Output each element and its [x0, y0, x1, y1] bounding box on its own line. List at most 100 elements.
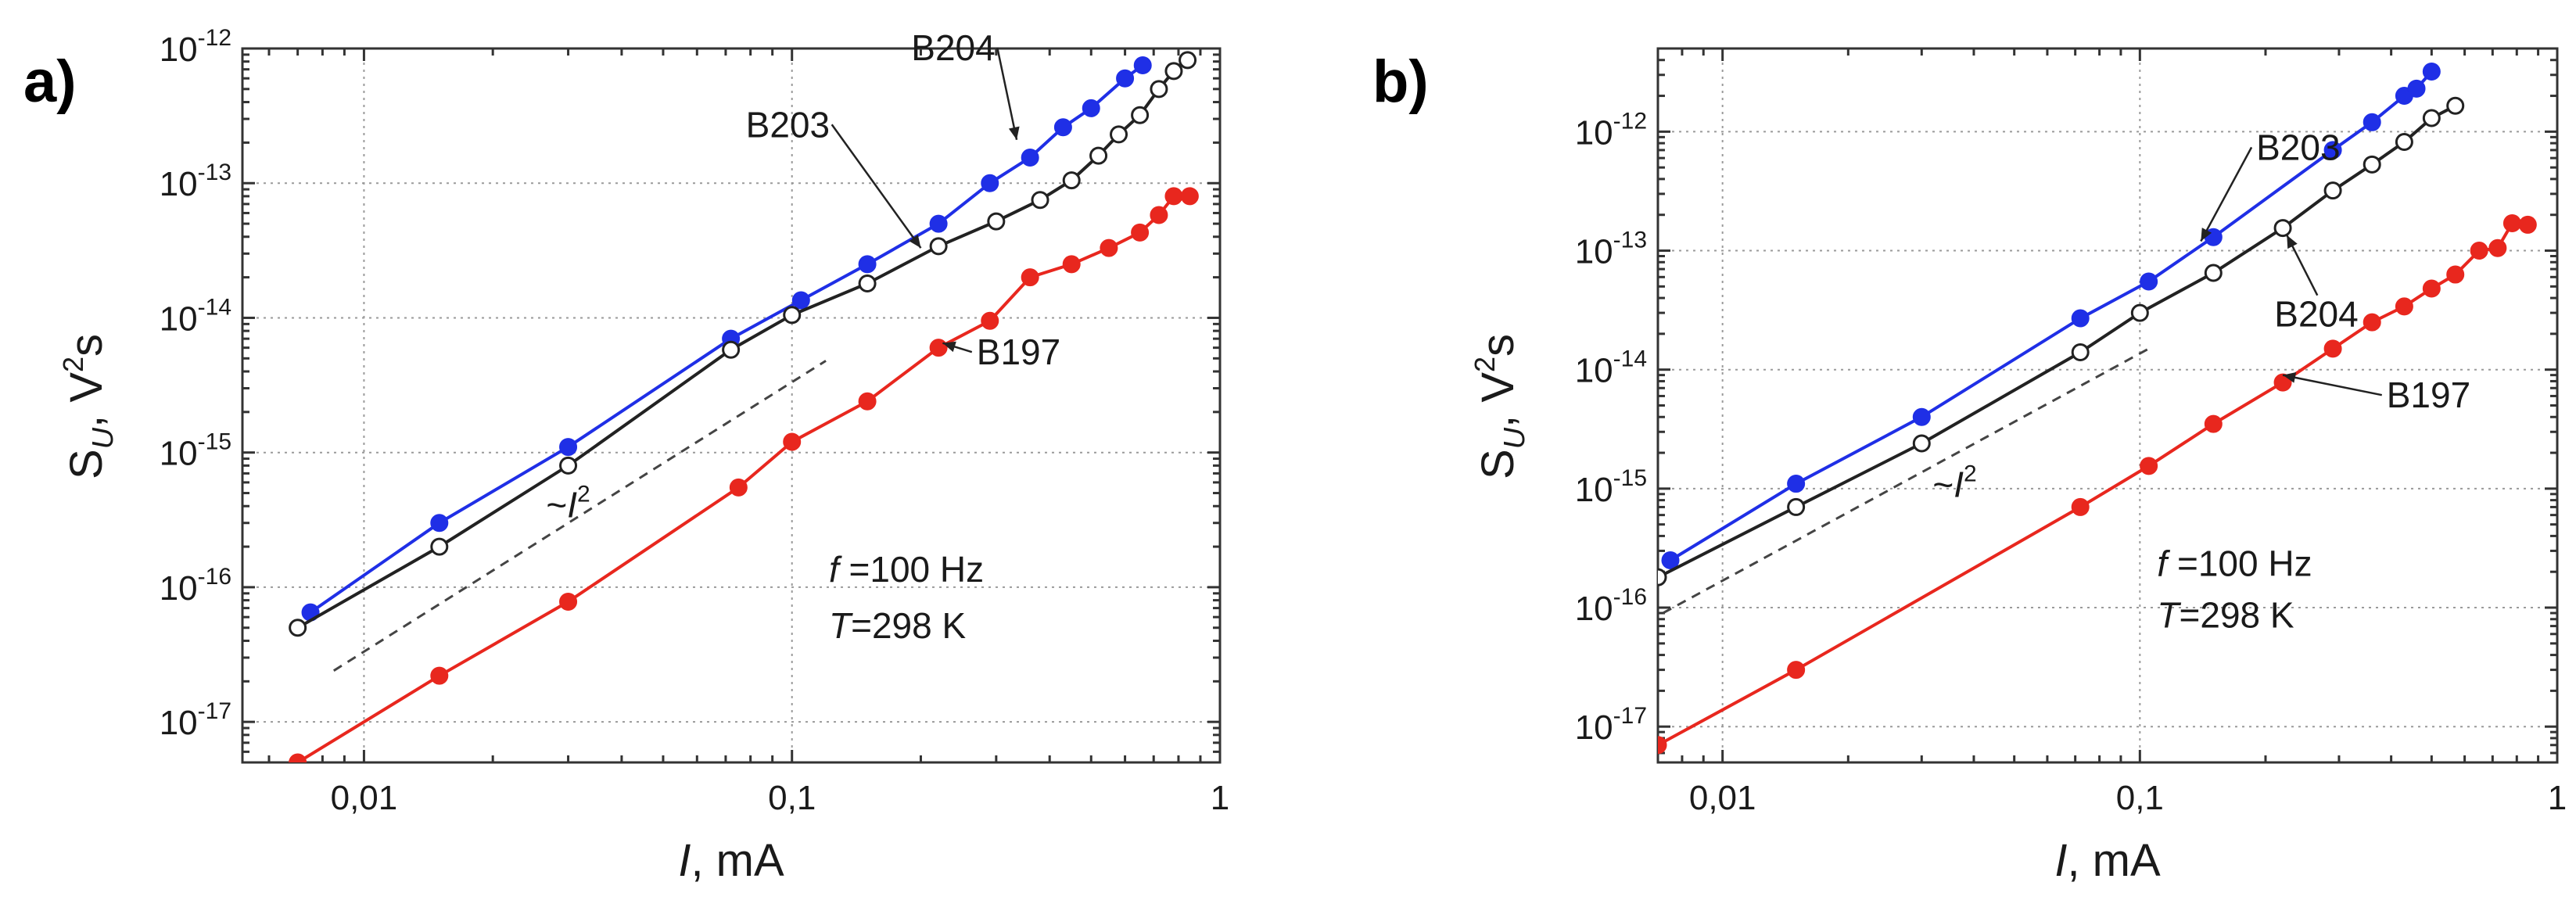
- y-tick-label: 10-15: [1575, 465, 1647, 509]
- guide-variable: I: [567, 485, 577, 525]
- y-tick-base: 10: [160, 569, 198, 608]
- y-tick-exponent: -16: [1613, 584, 1647, 610]
- data-point-b197: [783, 432, 802, 451]
- data-point-b203: [1062, 171, 1081, 190]
- condition-note: T=298 K: [829, 605, 967, 646]
- data-point-b203: [430, 537, 449, 556]
- callout-leader: [996, 47, 1018, 140]
- data-point-b203: [1110, 125, 1128, 144]
- callout-arrowhead: [942, 341, 956, 353]
- callout-leader: [2282, 374, 2383, 396]
- data-point-b203: [559, 456, 578, 475]
- y-axis-subscript: U: [1498, 427, 1531, 449]
- series-callout-label: B203: [2256, 127, 2340, 167]
- data-point-b203: [1787, 475, 1806, 493]
- data-point-b197: [2363, 313, 2381, 332]
- data-point-b197: [858, 392, 877, 411]
- condition-variable: T: [829, 605, 853, 646]
- callout-arrowhead: [1008, 126, 1020, 140]
- data-point-b204: [1658, 568, 1667, 586]
- data-point-b203: [1089, 146, 1108, 165]
- data-point-b203: [2422, 62, 2441, 81]
- data-point-b197: [1787, 661, 1806, 680]
- y-axis-symbol: S: [1473, 449, 1523, 479]
- data-point-b203: [2407, 79, 2426, 98]
- condition-variable: f: [2157, 543, 2170, 583]
- callout-arrowhead: [909, 235, 921, 249]
- data-point-b203: [2140, 272, 2158, 291]
- y-tick-label: 10-16: [160, 564, 231, 608]
- x-axis-variable: I: [678, 835, 691, 886]
- guide-label: ~I2: [1932, 461, 1976, 505]
- data-point-b197: [1131, 223, 1150, 242]
- data-point-b197: [2446, 265, 2465, 284]
- data-point-b203: [2071, 309, 2090, 328]
- data-point-b197: [559, 593, 578, 612]
- data-point-b204: [2273, 219, 2292, 238]
- data-point-b203: [1031, 191, 1049, 210]
- guide-line: [1662, 347, 2150, 615]
- data-point-b204: [1133, 56, 1152, 75]
- data-point-b204: [2363, 155, 2381, 174]
- series-callout-label: B204: [911, 27, 995, 68]
- y-tick-exponent: -17: [1613, 703, 1647, 729]
- callout-arrowhead: [2283, 371, 2297, 383]
- data-point-b204: [1912, 434, 1931, 453]
- data-point-b197: [2140, 457, 2158, 475]
- data-point-b204: [2395, 132, 2413, 151]
- guide-tilde: ~: [546, 485, 567, 525]
- data-point-b197: [1658, 736, 1667, 755]
- data-point-b204: [1787, 497, 1806, 516]
- data-point-b204: [929, 214, 948, 233]
- y-tick-exponent: -14: [198, 294, 231, 320]
- condition-value: =100 Hz: [839, 549, 984, 590]
- data-point-b204: [1116, 69, 1135, 88]
- data-point-b197: [1180, 187, 1199, 206]
- condition-note: f =100 Hz: [2157, 543, 2312, 583]
- y-tick-exponent: -14: [1613, 346, 1647, 372]
- panel-a: 0,01 0,1 110-1710-1610-1510-1410-1310-12I,…: [23, 25, 1229, 886]
- y-tick-exponent: -12: [1613, 108, 1647, 134]
- guide-variable: I: [1954, 464, 1964, 505]
- series-callout-label: B197: [977, 332, 1060, 372]
- x-axis-title: I, mA: [2054, 835, 2161, 886]
- x-axis-variable: I: [2054, 835, 2067, 886]
- plot-area: [289, 51, 1199, 762]
- y-tick-base: 10: [160, 30, 198, 69]
- y-tick-base: 10: [160, 704, 198, 742]
- y-tick-exponent: -15: [1613, 465, 1647, 491]
- panel-b: 0,01 0,1 110-1710-1610-1510-1410-1310-12I,…: [1372, 47, 2567, 886]
- y-axis-unit-end: s: [1473, 334, 1523, 357]
- y-tick-base: 10: [1575, 113, 1613, 152]
- series-callout-label: B204: [2274, 294, 2358, 335]
- data-point-b197: [1062, 255, 1081, 274]
- guide-tilde: ~: [1932, 464, 1954, 505]
- y-tick-base: 10: [1575, 590, 1613, 628]
- x-tick-label: 1: [2548, 779, 2567, 817]
- x-axis-title: I, mA: [678, 835, 784, 886]
- data-point-b203: [929, 237, 948, 256]
- y-tick-label: 10-17: [1575, 703, 1647, 747]
- condition-variable: f: [829, 549, 842, 590]
- y-tick-exponent: -16: [198, 564, 231, 590]
- guide-exponent: 2: [577, 482, 590, 508]
- y-axis-unit-end: s: [61, 334, 112, 357]
- callout-leader: [831, 124, 922, 249]
- x-tick-label: 0,01: [331, 779, 398, 817]
- x-axis-unit: , mA: [691, 835, 784, 886]
- x-tick-label: 1: [1211, 779, 1229, 817]
- y-axis-unit: , V: [61, 372, 112, 428]
- y-tick-exponent: -17: [198, 698, 231, 724]
- data-point-b197: [2488, 239, 2507, 257]
- callout-leader: [2200, 146, 2253, 242]
- data-point-b204: [2323, 181, 2342, 200]
- data-point-b197: [2502, 213, 2521, 232]
- y-axis-unit: , V: [1473, 372, 1523, 428]
- y-tick-label: 10-15: [160, 429, 231, 473]
- data-point-b204: [2446, 96, 2465, 115]
- guide-line: [333, 360, 827, 672]
- panel-label: a): [23, 48, 77, 115]
- data-point-b203: [289, 619, 307, 637]
- y-tick-label: 10-16: [1575, 584, 1647, 628]
